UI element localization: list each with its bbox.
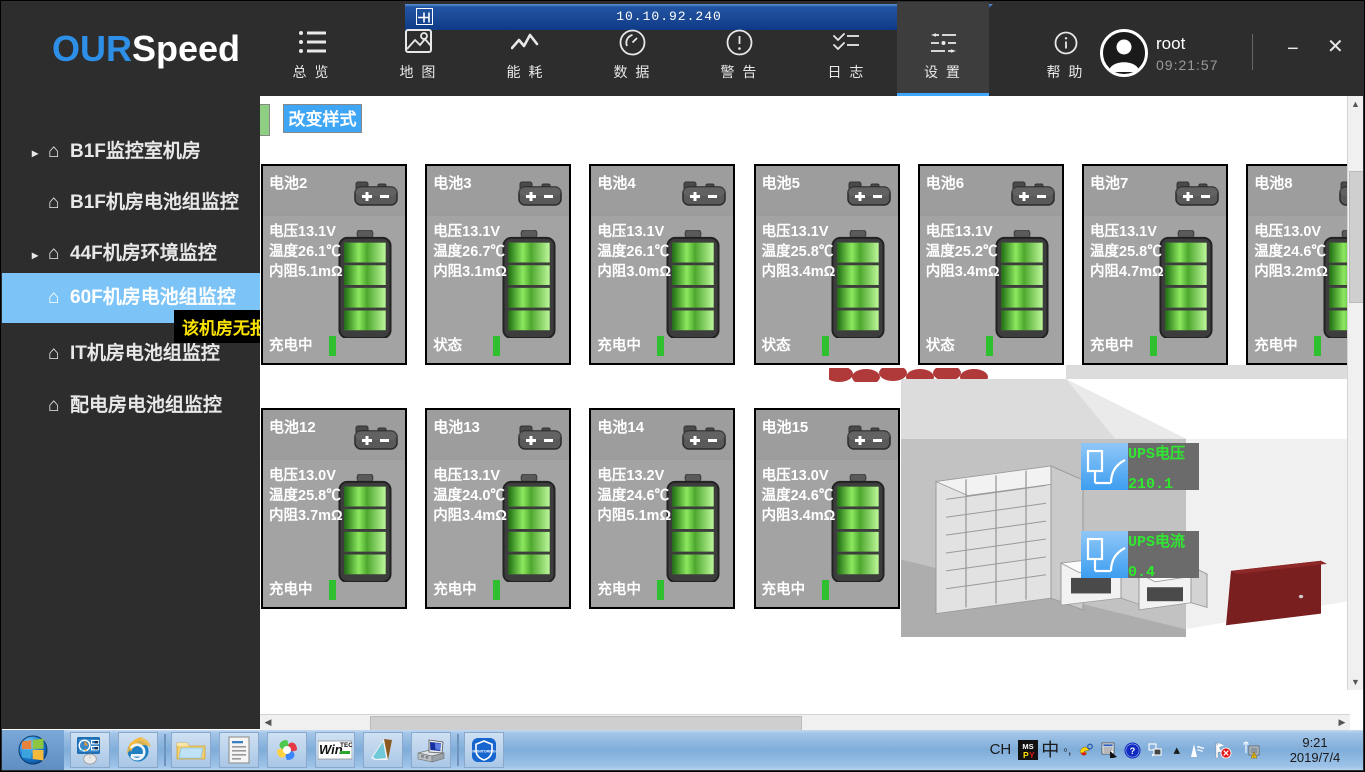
svg-text:?: ? xyxy=(1130,746,1136,756)
svg-text:MONITORING: MONITORING xyxy=(472,750,495,754)
svg-text:TECH: TECH xyxy=(340,742,352,749)
svg-text:Y: Y xyxy=(1029,750,1035,760)
